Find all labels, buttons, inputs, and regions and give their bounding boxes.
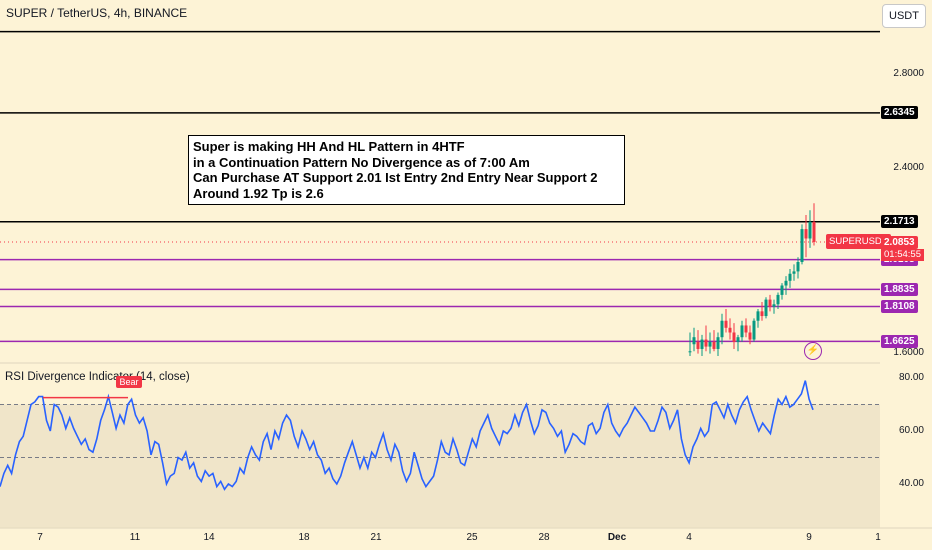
candle-body — [796, 262, 800, 272]
rsi-tick: 80.00 — [898, 372, 924, 383]
x-tick: 18 — [298, 532, 310, 543]
annotation-box: Super is making HH And HL Pattern in 4HT… — [188, 135, 625, 205]
candle-body — [800, 229, 804, 262]
candle-body — [764, 299, 768, 317]
x-tick: Dec — [607, 532, 627, 543]
x-tick: 21 — [370, 532, 382, 543]
candle-body — [740, 325, 744, 338]
candle-body — [720, 320, 724, 338]
price-level-tag: 1.8108 — [881, 299, 918, 313]
candle-body — [696, 341, 700, 349]
candle-body — [716, 337, 720, 349]
annotation-line: Can Purchase AT Support 2.01 Ist Entry 2… — [193, 170, 598, 185]
current-price-tag: 2.0853 — [881, 236, 918, 249]
candle-body — [804, 229, 808, 239]
annotation-line: Super is making HH And HL Pattern in 4HT… — [193, 139, 465, 154]
candle-body — [712, 341, 716, 349]
x-tick: 25 — [466, 532, 478, 543]
bear-divergence-label: Bear — [116, 376, 142, 388]
rsi-tick: 60.00 — [898, 425, 924, 436]
candle-body — [692, 337, 696, 345]
candle-body — [756, 311, 760, 321]
candle-body — [768, 299, 772, 307]
candle-body — [708, 341, 712, 347]
x-tick: 14 — [203, 532, 215, 543]
candle-body — [748, 332, 752, 340]
candle-body — [704, 339, 708, 347]
annotation-line: in a Continuation Pattern No Divergence … — [193, 154, 530, 170]
x-tick: 28 — [538, 532, 550, 543]
price-level-tag: 2.6345 — [881, 106, 918, 120]
lightning-icon[interactable]: ⚡ — [804, 342, 822, 360]
chart-title: SUPER / TetherUS, 4h, BINANCE — [6, 6, 188, 20]
rsi-line — [0, 380, 814, 491]
candle-body — [780, 285, 784, 295]
candle-body — [812, 222, 816, 242]
rsi-tick: 40.00 — [898, 478, 924, 489]
price-level-tag: 1.8835 — [881, 282, 918, 296]
annotation-line: Around 1.92 Tp is 2.6 — [193, 185, 324, 201]
candle-body — [788, 273, 792, 281]
symbol-tag: SUPERUSDT — [826, 234, 891, 249]
candle-body — [760, 311, 764, 317]
candle-body — [736, 337, 740, 342]
price-tick: 1.6000 — [893, 347, 924, 358]
candle-body — [784, 280, 788, 286]
x-tick: 1 — [875, 532, 881, 543]
candle-body — [732, 332, 736, 342]
rsi-indicator-label[interactable]: RSI Divergence Indicator (14, close) — [5, 371, 190, 383]
candle-body — [724, 320, 728, 328]
candle-body — [752, 320, 756, 340]
price-level-tag: 1.6625 — [881, 334, 918, 348]
candle-body — [688, 351, 692, 353]
candle-countdown: 01:54:55 — [881, 249, 924, 261]
candle-body — [700, 339, 704, 349]
x-tick: 9 — [806, 532, 812, 543]
x-tick: 4 — [686, 532, 692, 543]
price-tick: 2.4000 — [893, 162, 924, 173]
currency-button[interactable]: USDT — [882, 4, 926, 28]
candle-body — [728, 327, 732, 333]
x-tick: 11 — [129, 532, 141, 543]
price-tick: 2.8000 — [893, 68, 924, 79]
candle-body — [744, 325, 748, 333]
candle-body — [792, 271, 796, 274]
x-tick: 7 — [37, 532, 43, 543]
candle-body — [772, 304, 776, 307]
price-level-tag: 2.1713 — [881, 215, 918, 229]
rsi-band — [0, 404, 880, 528]
candle-body — [808, 222, 812, 239]
candle-body — [776, 294, 780, 305]
